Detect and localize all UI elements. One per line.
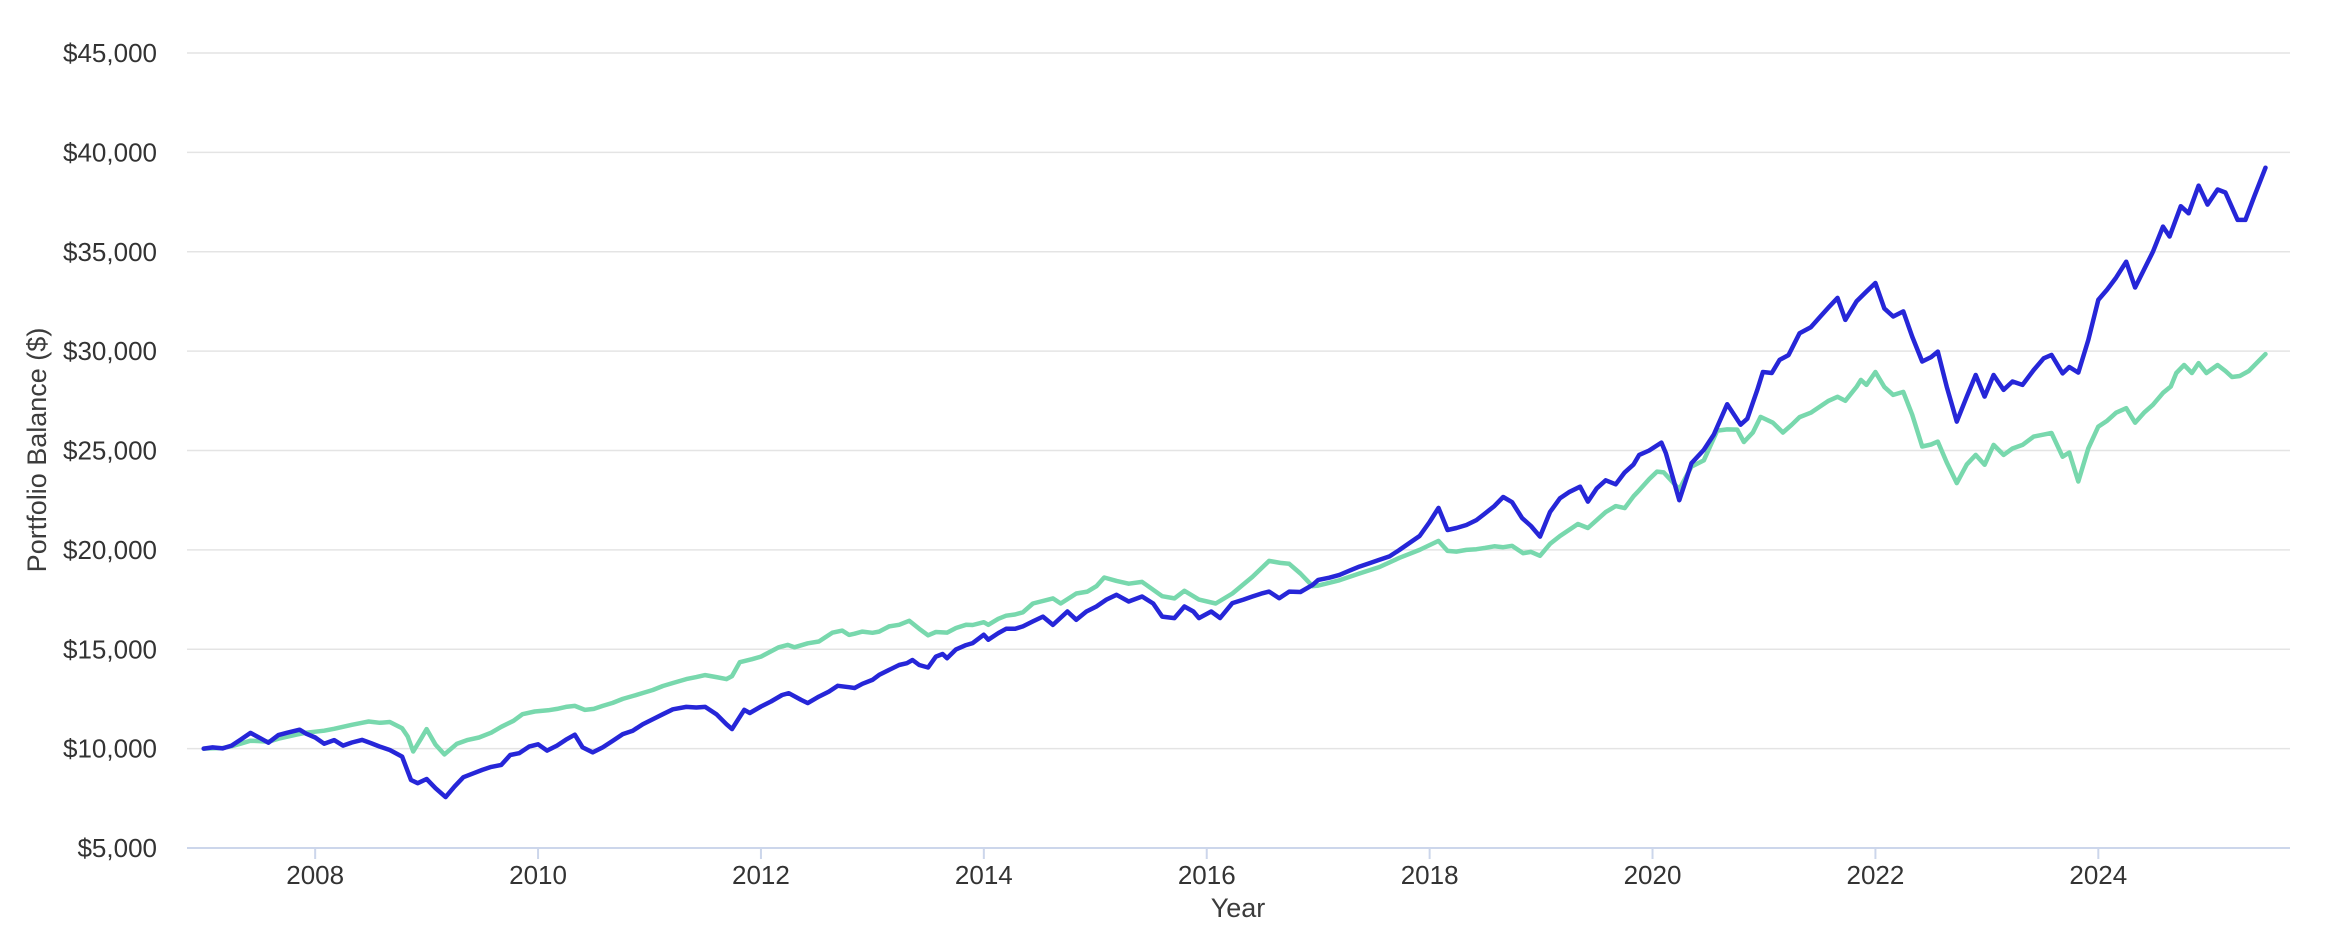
series-lines (201, 165, 2268, 800)
x-tick-label: 2016 (1178, 860, 1236, 890)
series-blue-line[interactable] (201, 165, 2268, 800)
axes (187, 847, 2290, 859)
x-axis-title: Year (1211, 893, 1266, 923)
x-tick-label: 2018 (1401, 860, 1459, 890)
x-tick-label: 2020 (1624, 860, 1682, 890)
x-tick-label: 2022 (1846, 860, 1904, 890)
y-tick-label: $35,000 (63, 237, 157, 267)
x-tick-label: 2014 (955, 860, 1013, 890)
y-axis-title: Portfolio Balance ($) (22, 328, 52, 573)
y-tick-label: $15,000 (63, 634, 157, 664)
series-teal-line[interactable] (201, 351, 2268, 757)
y-tick-label: $10,000 (63, 734, 157, 764)
tick-labels: $5,000 $10,000 $15,000 $20,000 $25,000 $30,00… (63, 38, 2127, 890)
x-tick-label: 2024 (2069, 860, 2127, 890)
y-tick-label: $5,000 (77, 833, 157, 863)
x-tick-label: 2012 (732, 860, 790, 890)
y-tick-label: $25,000 (63, 436, 157, 466)
gridlines (187, 52, 2290, 849)
y-tick-label: $40,000 (63, 137, 157, 167)
x-tick-label: 2008 (286, 860, 344, 890)
y-tick-label: $30,000 (63, 336, 157, 366)
y-tick-label: $20,000 (63, 535, 157, 565)
x-tick-label: 2010 (509, 860, 567, 890)
y-tick-label: $45,000 (63, 38, 157, 68)
